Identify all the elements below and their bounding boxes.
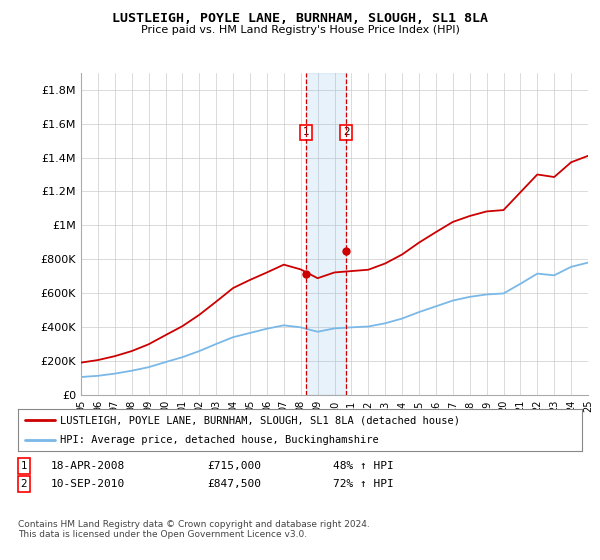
- Text: £847,500: £847,500: [207, 479, 261, 489]
- Text: Contains HM Land Registry data © Crown copyright and database right 2024.
This d: Contains HM Land Registry data © Crown c…: [18, 520, 370, 539]
- Bar: [306, 73, 346, 395]
- Text: 18-APR-2008: 18-APR-2008: [51, 461, 125, 471]
- Text: HPI: Average price, detached house, Buckinghamshire: HPI: Average price, detached house, Buck…: [60, 435, 379, 445]
- Text: 2: 2: [343, 127, 350, 137]
- Text: 48% ↑ HPI: 48% ↑ HPI: [333, 461, 394, 471]
- Text: 1: 1: [20, 461, 28, 471]
- Text: 1: 1: [302, 127, 309, 137]
- Text: £715,000: £715,000: [207, 461, 261, 471]
- Text: 10-SEP-2010: 10-SEP-2010: [51, 479, 125, 489]
- Text: LUSTLEIGH, POYLE LANE, BURNHAM, SLOUGH, SL1 8LA (detached house): LUSTLEIGH, POYLE LANE, BURNHAM, SLOUGH, …: [60, 415, 460, 425]
- Text: LUSTLEIGH, POYLE LANE, BURNHAM, SLOUGH, SL1 8LA: LUSTLEIGH, POYLE LANE, BURNHAM, SLOUGH, …: [112, 12, 488, 25]
- Text: 72% ↑ HPI: 72% ↑ HPI: [333, 479, 394, 489]
- Text: Price paid vs. HM Land Registry's House Price Index (HPI): Price paid vs. HM Land Registry's House …: [140, 25, 460, 35]
- Text: 2: 2: [20, 479, 28, 489]
